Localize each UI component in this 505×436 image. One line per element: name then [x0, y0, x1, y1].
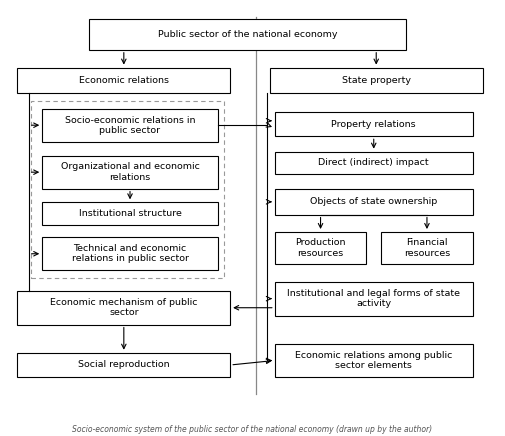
Text: Institutional structure: Institutional structure	[79, 209, 181, 218]
FancyBboxPatch shape	[42, 156, 218, 189]
Text: Financial
resources: Financial resources	[404, 238, 450, 258]
Text: Social reproduction: Social reproduction	[78, 361, 170, 369]
FancyBboxPatch shape	[275, 232, 366, 264]
Text: Institutional and legal forms of state
activity: Institutional and legal forms of state a…	[287, 289, 460, 308]
FancyBboxPatch shape	[42, 237, 218, 270]
Text: Economic relations: Economic relations	[79, 76, 169, 85]
FancyBboxPatch shape	[275, 112, 473, 136]
Text: Technical and economic
relations in public sector: Technical and economic relations in publ…	[72, 244, 188, 263]
Text: Public sector of the national economy: Public sector of the national economy	[158, 30, 337, 39]
FancyBboxPatch shape	[381, 232, 473, 264]
Text: Property relations: Property relations	[331, 120, 416, 129]
Text: Production
resources: Production resources	[295, 238, 346, 258]
Text: Socio-economic relations in
public sector: Socio-economic relations in public secto…	[65, 116, 195, 135]
Text: Organizational and economic
relations: Organizational and economic relations	[61, 163, 199, 182]
FancyBboxPatch shape	[275, 189, 473, 215]
FancyBboxPatch shape	[17, 291, 230, 325]
FancyBboxPatch shape	[275, 344, 473, 377]
FancyBboxPatch shape	[17, 68, 230, 93]
FancyBboxPatch shape	[275, 152, 473, 174]
FancyBboxPatch shape	[42, 109, 218, 142]
Text: Objects of state ownership: Objects of state ownership	[310, 198, 437, 206]
Text: Socio-economic system of the public sector of the national economy (drawn up by : Socio-economic system of the public sect…	[72, 425, 433, 434]
FancyBboxPatch shape	[275, 282, 473, 316]
FancyBboxPatch shape	[17, 353, 230, 377]
Text: State property: State property	[342, 76, 411, 85]
Text: Direct (indirect) impact: Direct (indirect) impact	[319, 158, 429, 167]
FancyBboxPatch shape	[42, 202, 218, 225]
Text: Economic relations among public
sector elements: Economic relations among public sector e…	[295, 351, 452, 370]
FancyBboxPatch shape	[89, 19, 406, 50]
FancyBboxPatch shape	[270, 68, 483, 93]
Text: Economic mechanism of public
sector: Economic mechanism of public sector	[50, 298, 197, 317]
